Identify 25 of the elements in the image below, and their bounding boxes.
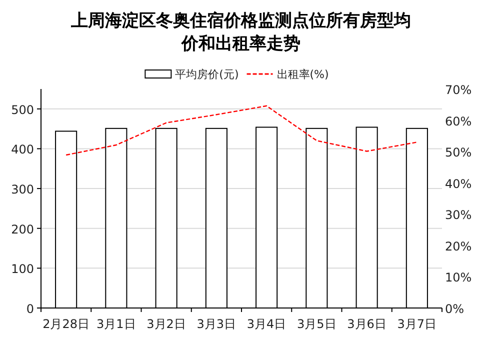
x-tick-label: 3月1日: [96, 317, 136, 331]
y2-tick-label: 30%: [445, 208, 472, 222]
x-tick-label: 3月6日: [347, 317, 386, 331]
x-tick-label: 3月4日: [246, 317, 286, 331]
x-tick-label: 3月3日: [196, 317, 236, 331]
x-tick-label: 2月28日: [42, 317, 90, 331]
x-tick-label: 3月2日: [146, 317, 186, 331]
y-tick-label: 300: [11, 182, 34, 197]
y2-tick-label: 40%: [445, 176, 472, 191]
y2-tick-label: 20%: [445, 239, 472, 254]
x-tick-label: 3月5日: [297, 317, 336, 331]
y2-tick-label: 10%: [445, 270, 472, 285]
legend-label: 出租率(%): [276, 68, 329, 81]
y-tick-label: 200: [11, 222, 34, 236]
chart-title: 上周海淀区冬奥住宿价格监测点位所有房型均价和出租率走势: [70, 11, 411, 54]
y2-tick-label: 0%: [445, 302, 464, 316]
y2-tick-label: 50%: [445, 146, 472, 160]
y-tick-label: 0: [26, 302, 34, 316]
x-tick-label: 3月7日: [397, 317, 437, 331]
legend-label: 平均房价(元): [175, 68, 239, 81]
y2-tick-label: 60%: [445, 114, 472, 128]
y-tick-label: 400: [11, 142, 34, 157]
y2-tick-label: 70%: [445, 83, 472, 97]
y-tick-label: 100: [11, 262, 34, 276]
y-tick-label: 500: [11, 102, 34, 117]
